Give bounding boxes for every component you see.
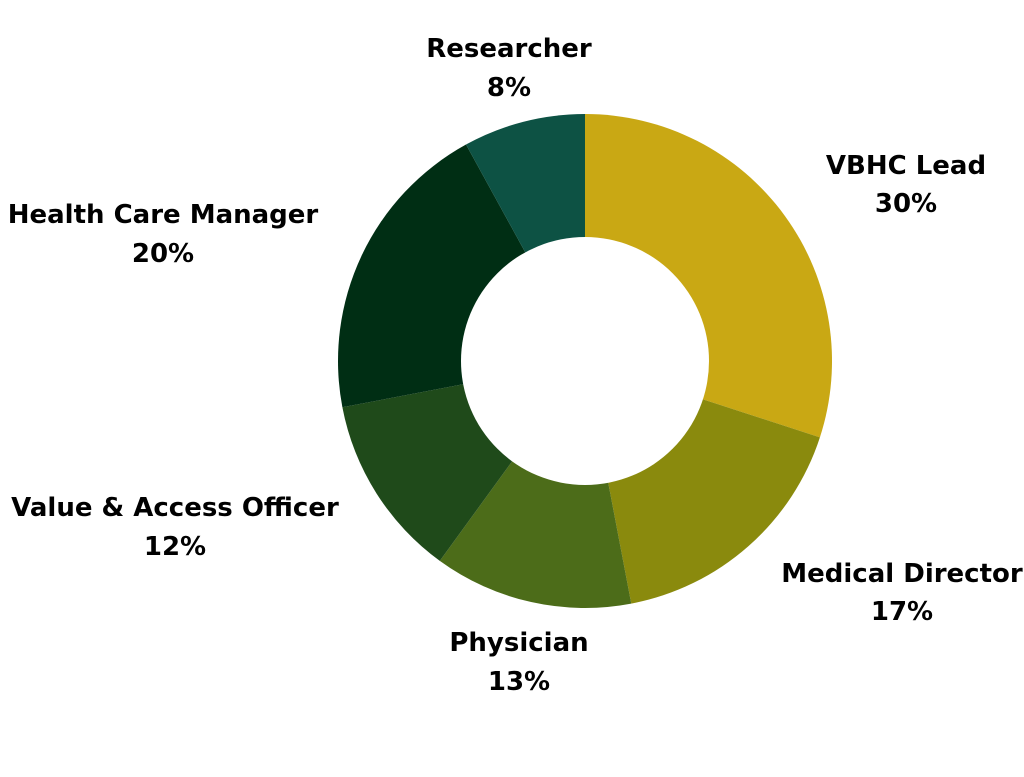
slice-label-value: 20% bbox=[132, 239, 194, 269]
slice-label-physician: Physician 13% bbox=[449, 628, 588, 697]
slice-label-vbhc-lead: VBHC Lead 30% bbox=[826, 151, 986, 219]
slice-label-name: Health Care Manager bbox=[8, 200, 319, 230]
slice-label-health-care-manager: Health Care Manager 20% bbox=[8, 200, 319, 269]
slice-label-value: 17% bbox=[871, 597, 933, 627]
slice-label-name: Value & Access Officer bbox=[11, 493, 339, 523]
slice-label-name: Physician bbox=[449, 628, 588, 658]
slice-label-name: VBHC Lead bbox=[826, 151, 986, 181]
slice-label-value: 30% bbox=[875, 189, 937, 219]
slice-label-value: 13% bbox=[488, 667, 550, 697]
slice-label-medical-director: Medical Director 17% bbox=[781, 559, 1023, 627]
slice-label-name: Researcher bbox=[426, 34, 592, 64]
slice-label-value: 12% bbox=[144, 532, 206, 562]
slice-label-name: Medical Director bbox=[781, 559, 1023, 589]
donut-hole bbox=[461, 237, 709, 485]
slice-label-value: 8% bbox=[487, 73, 531, 103]
slice-label-value-access-officer: Value & Access Officer 12% bbox=[11, 493, 339, 562]
slice-label-researcher: Researcher 8% bbox=[426, 34, 592, 103]
